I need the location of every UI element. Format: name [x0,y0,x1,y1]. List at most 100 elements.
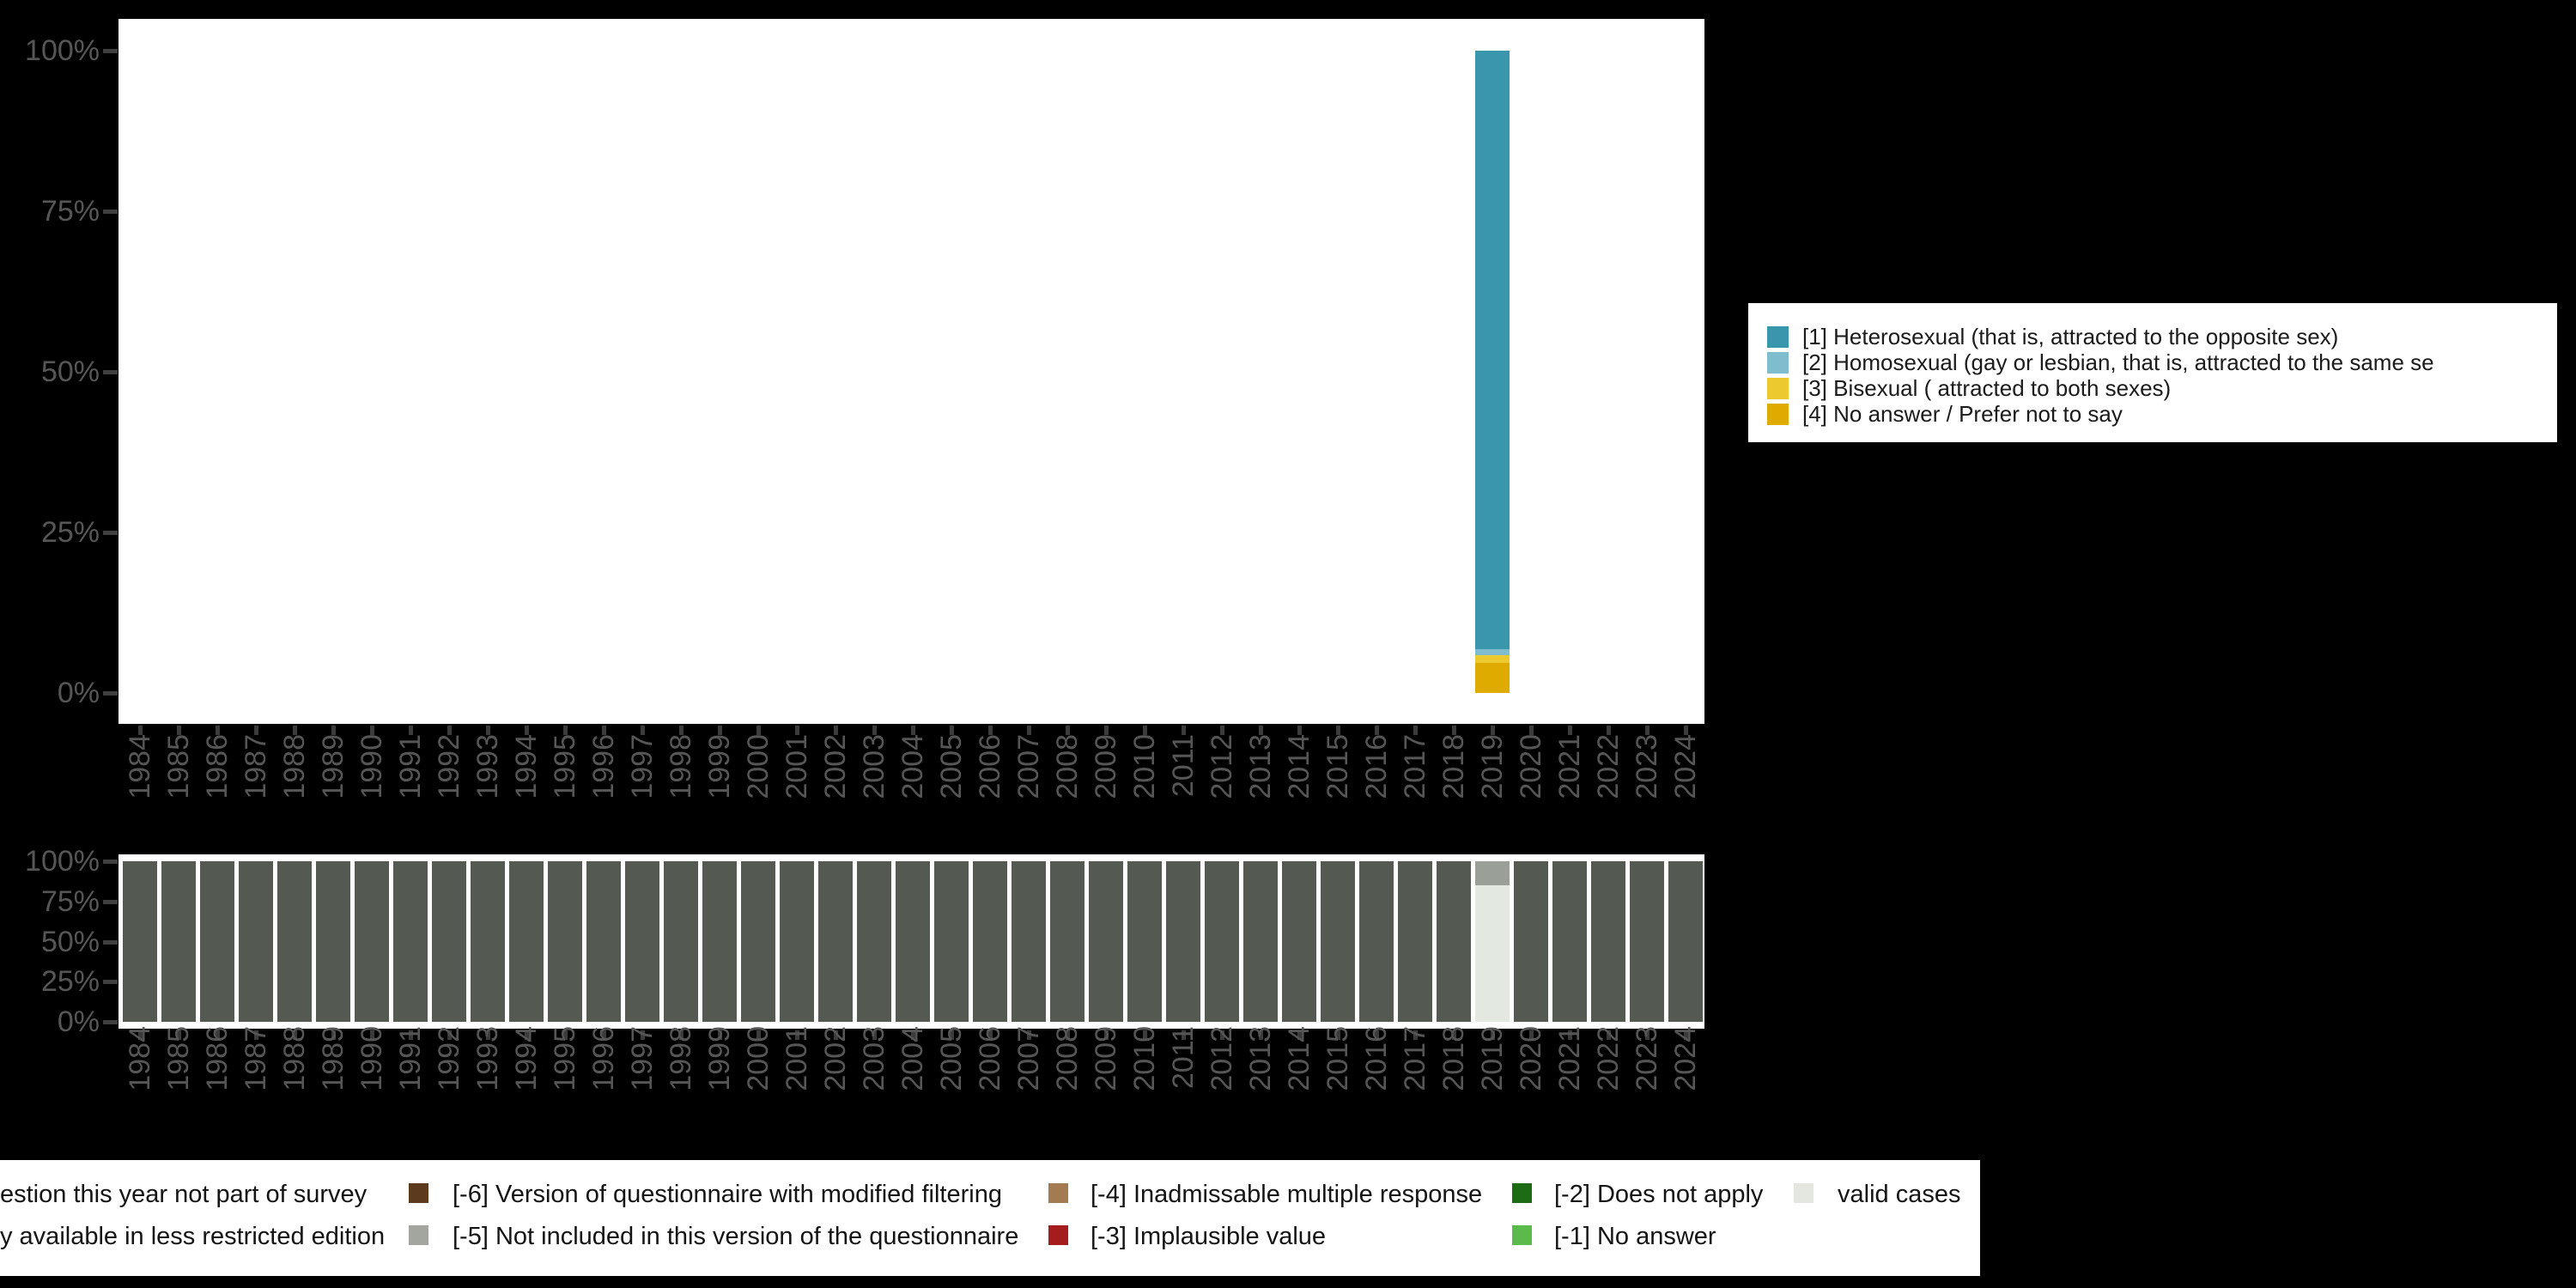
x-axis-year-label: 2020 [1515,734,1547,799]
x-axis-year-label: 2000 [742,1026,775,1091]
missing-bar [277,861,312,1022]
legend-swatch [1767,351,1789,374]
missing-bar [1591,861,1625,1022]
x-axis-tick-mark [293,726,297,735]
bar-segment [239,861,273,1022]
missing-bar [161,861,196,1022]
x-axis-year-label: 1984 [124,1026,156,1091]
legend-swatch [1767,325,1789,348]
x-axis-year-label: 2009 [1090,1026,1122,1091]
x-axis-year-label: 2016 [1360,734,1393,799]
x-axis-tick-mark [409,1030,413,1040]
x-axis-tick-mark [911,726,915,735]
x-axis-year-label: 2010 [1128,1026,1161,1091]
x-axis-tick-mark [486,1030,490,1040]
missing-legend-label: valid cases [1838,1181,1961,1208]
x-axis-year-label: 1988 [278,1026,311,1091]
bar-segment [471,861,505,1022]
missing-bar [1050,861,1084,1022]
x-axis-tick-mark [370,726,374,735]
missing-bar [239,861,273,1022]
x-axis-year-label: 2016 [1360,1026,1393,1091]
bar-segment [1475,654,1510,663]
x-axis-year-label: 2017 [1399,1026,1431,1091]
bar-segment [625,861,659,1022]
legend-item-label: [2] Homosexual (gay or lesbian, that is,… [1802,349,2434,375]
bar-segment [1166,861,1200,1022]
legend-swatch [1767,377,1789,399]
missing-bar [625,861,659,1022]
x-axis-year-label: 1992 [433,1026,465,1091]
missing-bar [393,861,428,1022]
bar-segment [509,861,544,1022]
x-axis-year-label: 2018 [1437,1026,1470,1091]
x-axis-year-label: 1999 [703,734,736,799]
missing-bar [1089,861,1123,1022]
bar-segment [1591,861,1625,1022]
x-axis-year-label: 2013 [1244,734,1277,799]
x-axis-year-label: 1991 [394,1026,427,1091]
orientation-legend: [1] Heterosexual (that is, attracted to … [1748,303,2557,442]
x-axis-year-label: 1990 [355,1026,388,1091]
x-axis-tick-mark [1066,1030,1070,1040]
missing-bar [432,861,466,1022]
missing-bar [1398,861,1432,1022]
x-axis-year-label: 2020 [1515,1026,1547,1091]
missing-legend-swatch [409,1225,428,1245]
x-axis-tick-mark [1143,1030,1147,1040]
x-axis-year-label: 2005 [935,1026,968,1091]
bar-segment [1012,861,1046,1022]
y-axis-tick-mark [103,691,118,696]
missing-bar [1012,861,1046,1022]
x-axis-tick-mark [834,726,838,735]
bar-segment [1050,861,1084,1022]
x-axis-year-label: 1986 [201,1026,234,1091]
y-axis-tick-mark [103,980,118,985]
bar-segment [664,861,698,1022]
x-axis-tick-mark [1684,1030,1688,1040]
x-axis-year-label: 2023 [1631,1026,1663,1091]
bar-segment [1475,649,1510,655]
x-axis-year-label: 1985 [162,734,195,799]
missing-bar [200,861,234,1022]
x-axis-year-label: 1998 [665,1026,697,1091]
bar-segment [548,861,582,1022]
x-axis-tick-mark [1375,726,1379,735]
legend-item: [3] Bisexual ( attracted to both sexes) [1767,375,2171,401]
x-axis-tick-mark [950,726,954,735]
x-axis-year-label: 2001 [781,1026,813,1091]
x-axis-year-label: 2015 [1321,1026,1354,1091]
x-axis-tick-mark [1529,1030,1534,1040]
x-axis-tick-mark [1336,1030,1340,1040]
missing-legend-swatch [1794,1183,1814,1203]
legend-item: [4] No answer / Prefer not to say [1767,401,2123,427]
bar-segment [1359,861,1394,1022]
y-axis-tick-mark [103,939,118,945]
x-axis-tick-mark [1259,1030,1263,1040]
y-axis-tick-label: 100% [25,845,100,878]
missing-bar [1437,861,1471,1022]
x-axis-tick-mark [1645,1030,1649,1040]
bar-segment [432,861,466,1022]
y-axis-tick-label: 75% [40,884,100,918]
x-axis-year-label: 2017 [1399,734,1431,799]
x-axis-tick-mark [563,726,568,735]
x-axis-year-label: 1995 [549,734,581,799]
x-axis-tick-mark [795,726,799,735]
bar-segment [1321,861,1355,1022]
x-axis-year-label: 1997 [626,1026,659,1091]
x-axis-tick-mark [254,726,258,735]
x-axis-tick-mark [988,1030,993,1040]
missing-bar [702,861,737,1022]
x-axis-tick-mark [641,726,645,735]
x-axis-tick-mark [1684,726,1688,735]
missing-legend-label: [-4] Inadmissable multiple response [1091,1181,1483,1208]
x-axis-year-label: 1986 [201,734,234,799]
x-axis-tick-mark [216,726,220,735]
x-axis-year-label: 1993 [471,734,504,799]
x-axis-tick-mark [1491,726,1495,735]
x-axis-tick-mark [1104,726,1109,735]
x-axis-year-label: 2004 [896,734,929,799]
missing-legend-swatch [1512,1225,1532,1245]
missing-bar [818,861,853,1022]
